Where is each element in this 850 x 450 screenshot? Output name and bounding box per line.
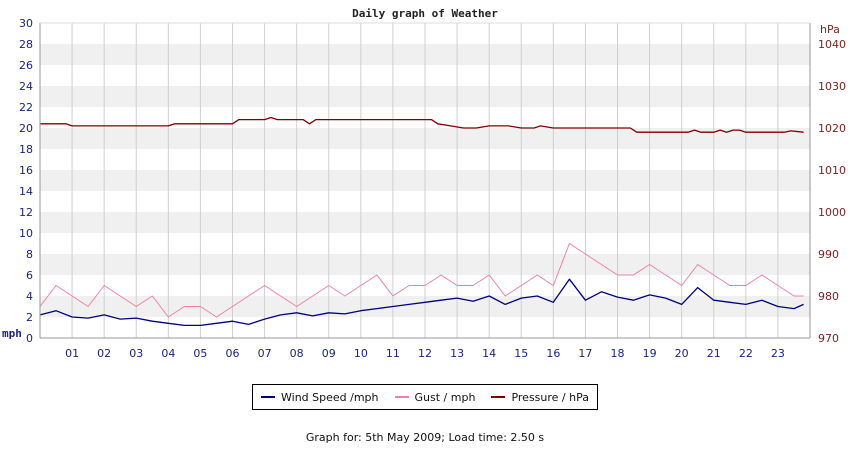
x-tick-label: 23 xyxy=(771,347,785,360)
x-tick-label: 20 xyxy=(675,347,689,360)
legend-label-wind-speed: Wind Speed /mph xyxy=(281,390,379,404)
x-tick-label: 08 xyxy=(290,347,304,360)
left-tick-label: 14 xyxy=(19,185,33,198)
x-tick-label: 14 xyxy=(482,347,496,360)
series-line-pressure-hpa xyxy=(40,116,804,133)
series-line-wind-speed-mph xyxy=(39,278,804,327)
x-tick-label: 13 xyxy=(450,347,464,360)
legend-label-gust: Gust / mph xyxy=(414,390,476,404)
tick-labels: 0246810121416182022242628309709809901000… xyxy=(19,17,846,360)
right-tick-label: 970 xyxy=(818,332,839,345)
x-tick-label: 22 xyxy=(739,347,753,360)
legend-swatch-wind-speed xyxy=(261,396,275,398)
left-tick-label: 20 xyxy=(19,122,33,135)
legend: Wind Speed /mph Gust / mph Pressure / hP… xyxy=(252,384,598,410)
x-tick-label: 04 xyxy=(161,347,175,360)
footer-text: Graph for: 5th May 2009; Load time: 2.50… xyxy=(305,431,545,444)
x-tick-label: 17 xyxy=(578,347,592,360)
x-tick-label: 10 xyxy=(354,347,368,360)
series-layer xyxy=(39,116,804,327)
right-tick-label: 1010 xyxy=(818,164,846,177)
x-tick-label: 15 xyxy=(514,347,528,360)
x-tick-label: 05 xyxy=(193,347,207,360)
x-tick-label: 02 xyxy=(97,347,111,360)
weather-chart: Daily graph of Weather 02468101214161820… xyxy=(2,7,846,360)
right-tick-label: 1030 xyxy=(818,80,846,93)
x-tick-label: 12 xyxy=(418,347,432,360)
left-tick-label: 22 xyxy=(19,101,33,114)
left-tick-label: 8 xyxy=(26,248,33,261)
right-tick-label: 1000 xyxy=(818,206,846,219)
legend-swatch-gust xyxy=(394,396,409,398)
x-tick-label: 21 xyxy=(707,347,721,360)
x-tick-label: 03 xyxy=(129,347,143,360)
series-line-gust-mph xyxy=(39,243,804,318)
right-axis-unit: hPa xyxy=(820,23,840,36)
legend-item-gust: Gust / mph xyxy=(394,390,476,404)
x-tick-label: 19 xyxy=(643,347,657,360)
x-tick-label: 07 xyxy=(258,347,272,360)
left-tick-label: 4 xyxy=(26,290,33,303)
legend-label-pressure: Pressure / hPa xyxy=(511,390,589,404)
left-tick-label: 30 xyxy=(19,17,33,30)
x-tick-label: 18 xyxy=(611,347,625,360)
right-tick-label: 1020 xyxy=(818,122,846,135)
x-tick-label: 01 xyxy=(65,347,79,360)
right-tick-label: 980 xyxy=(818,290,839,303)
left-tick-label: 6 xyxy=(26,269,33,282)
legend-swatch-pressure xyxy=(491,396,506,398)
left-tick-label: 26 xyxy=(19,59,33,72)
left-tick-label: 0 xyxy=(26,332,33,345)
x-tick-label: 09 xyxy=(322,347,336,360)
right-tick-label: 1040 xyxy=(818,38,846,51)
x-tick-label: 06 xyxy=(226,347,240,360)
legend-item-pressure: Pressure / hPa xyxy=(491,391,589,404)
left-tick-label: 10 xyxy=(19,227,33,240)
left-tick-label: 18 xyxy=(19,143,33,156)
left-tick-label: 2 xyxy=(26,311,33,324)
left-tick-label: 16 xyxy=(19,164,33,177)
axes xyxy=(39,22,811,339)
chart-title: Daily graph of Weather xyxy=(352,7,498,20)
right-tick-label: 990 xyxy=(818,248,839,261)
left-axis-unit: mph xyxy=(2,327,22,340)
x-tick-label: 16 xyxy=(546,347,560,360)
left-tick-label: 28 xyxy=(19,38,33,51)
left-tick-label: 12 xyxy=(19,206,33,219)
left-tick-label: 24 xyxy=(19,80,33,93)
legend-item-wind-speed: Wind Speed /mph xyxy=(261,391,379,404)
x-tick-label: 11 xyxy=(386,347,400,360)
